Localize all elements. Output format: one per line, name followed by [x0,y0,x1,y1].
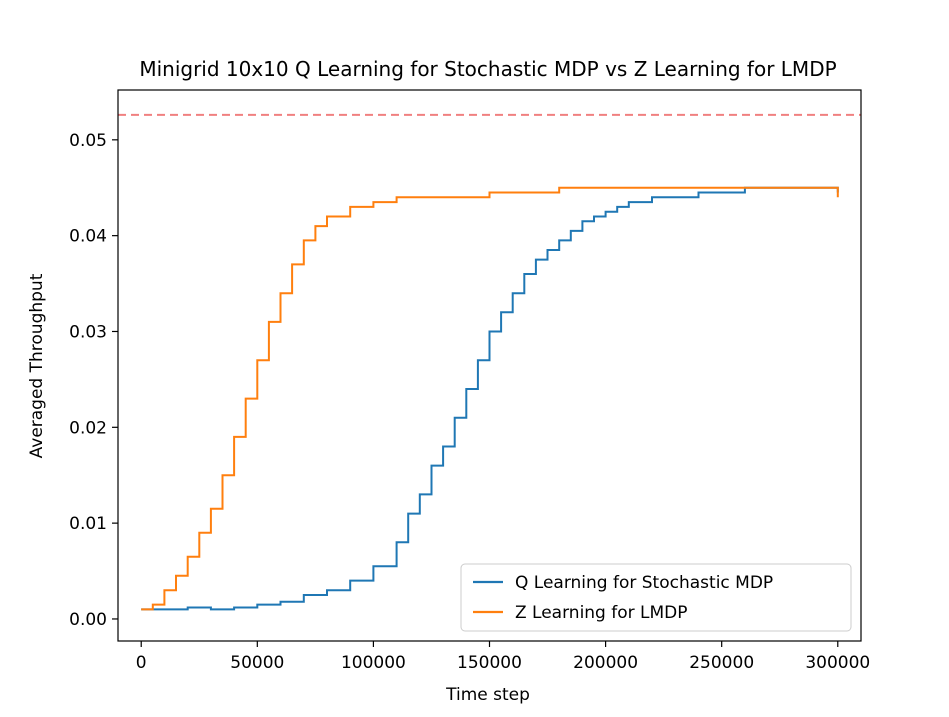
y-tick-label: 0.01 [69,514,107,534]
chart-title: Minigrid 10x10 Q Learning for Stochastic… [139,57,836,81]
y-tick-label: 0.05 [69,131,107,151]
x-tick-label: 100000 [341,653,406,673]
x-axis-label: Time step [445,685,530,705]
y-tick-label: 0.00 [69,610,107,630]
y-tick-label: 0.04 [69,227,107,247]
axes-frame [117,89,862,642]
y-tick-label: 0.02 [69,418,107,438]
legend-box [460,563,852,632]
legend-label-2: Z Learning for LMDP [515,603,688,623]
plot-area: 0 50000 100000 150000 200000 250000 300000 0.00… [69,89,870,673]
x-tick-label: 50000 [230,653,284,673]
x-tick-label: 250000 [689,653,754,673]
x-tick-label: 150000 [457,653,522,673]
series-line-1 [141,186,839,611]
y-axis-label: Averaged Throughput [27,273,47,458]
y-tick-label: 0.03 [69,322,107,342]
x-tick-label: 0 [136,653,147,673]
legend-label-1: Q Learning for Stochastic MDP [515,573,773,593]
x-tick-label: 300000 [805,653,870,673]
x-tick-label: 200000 [573,653,638,673]
series-line-2 [141,186,839,611]
